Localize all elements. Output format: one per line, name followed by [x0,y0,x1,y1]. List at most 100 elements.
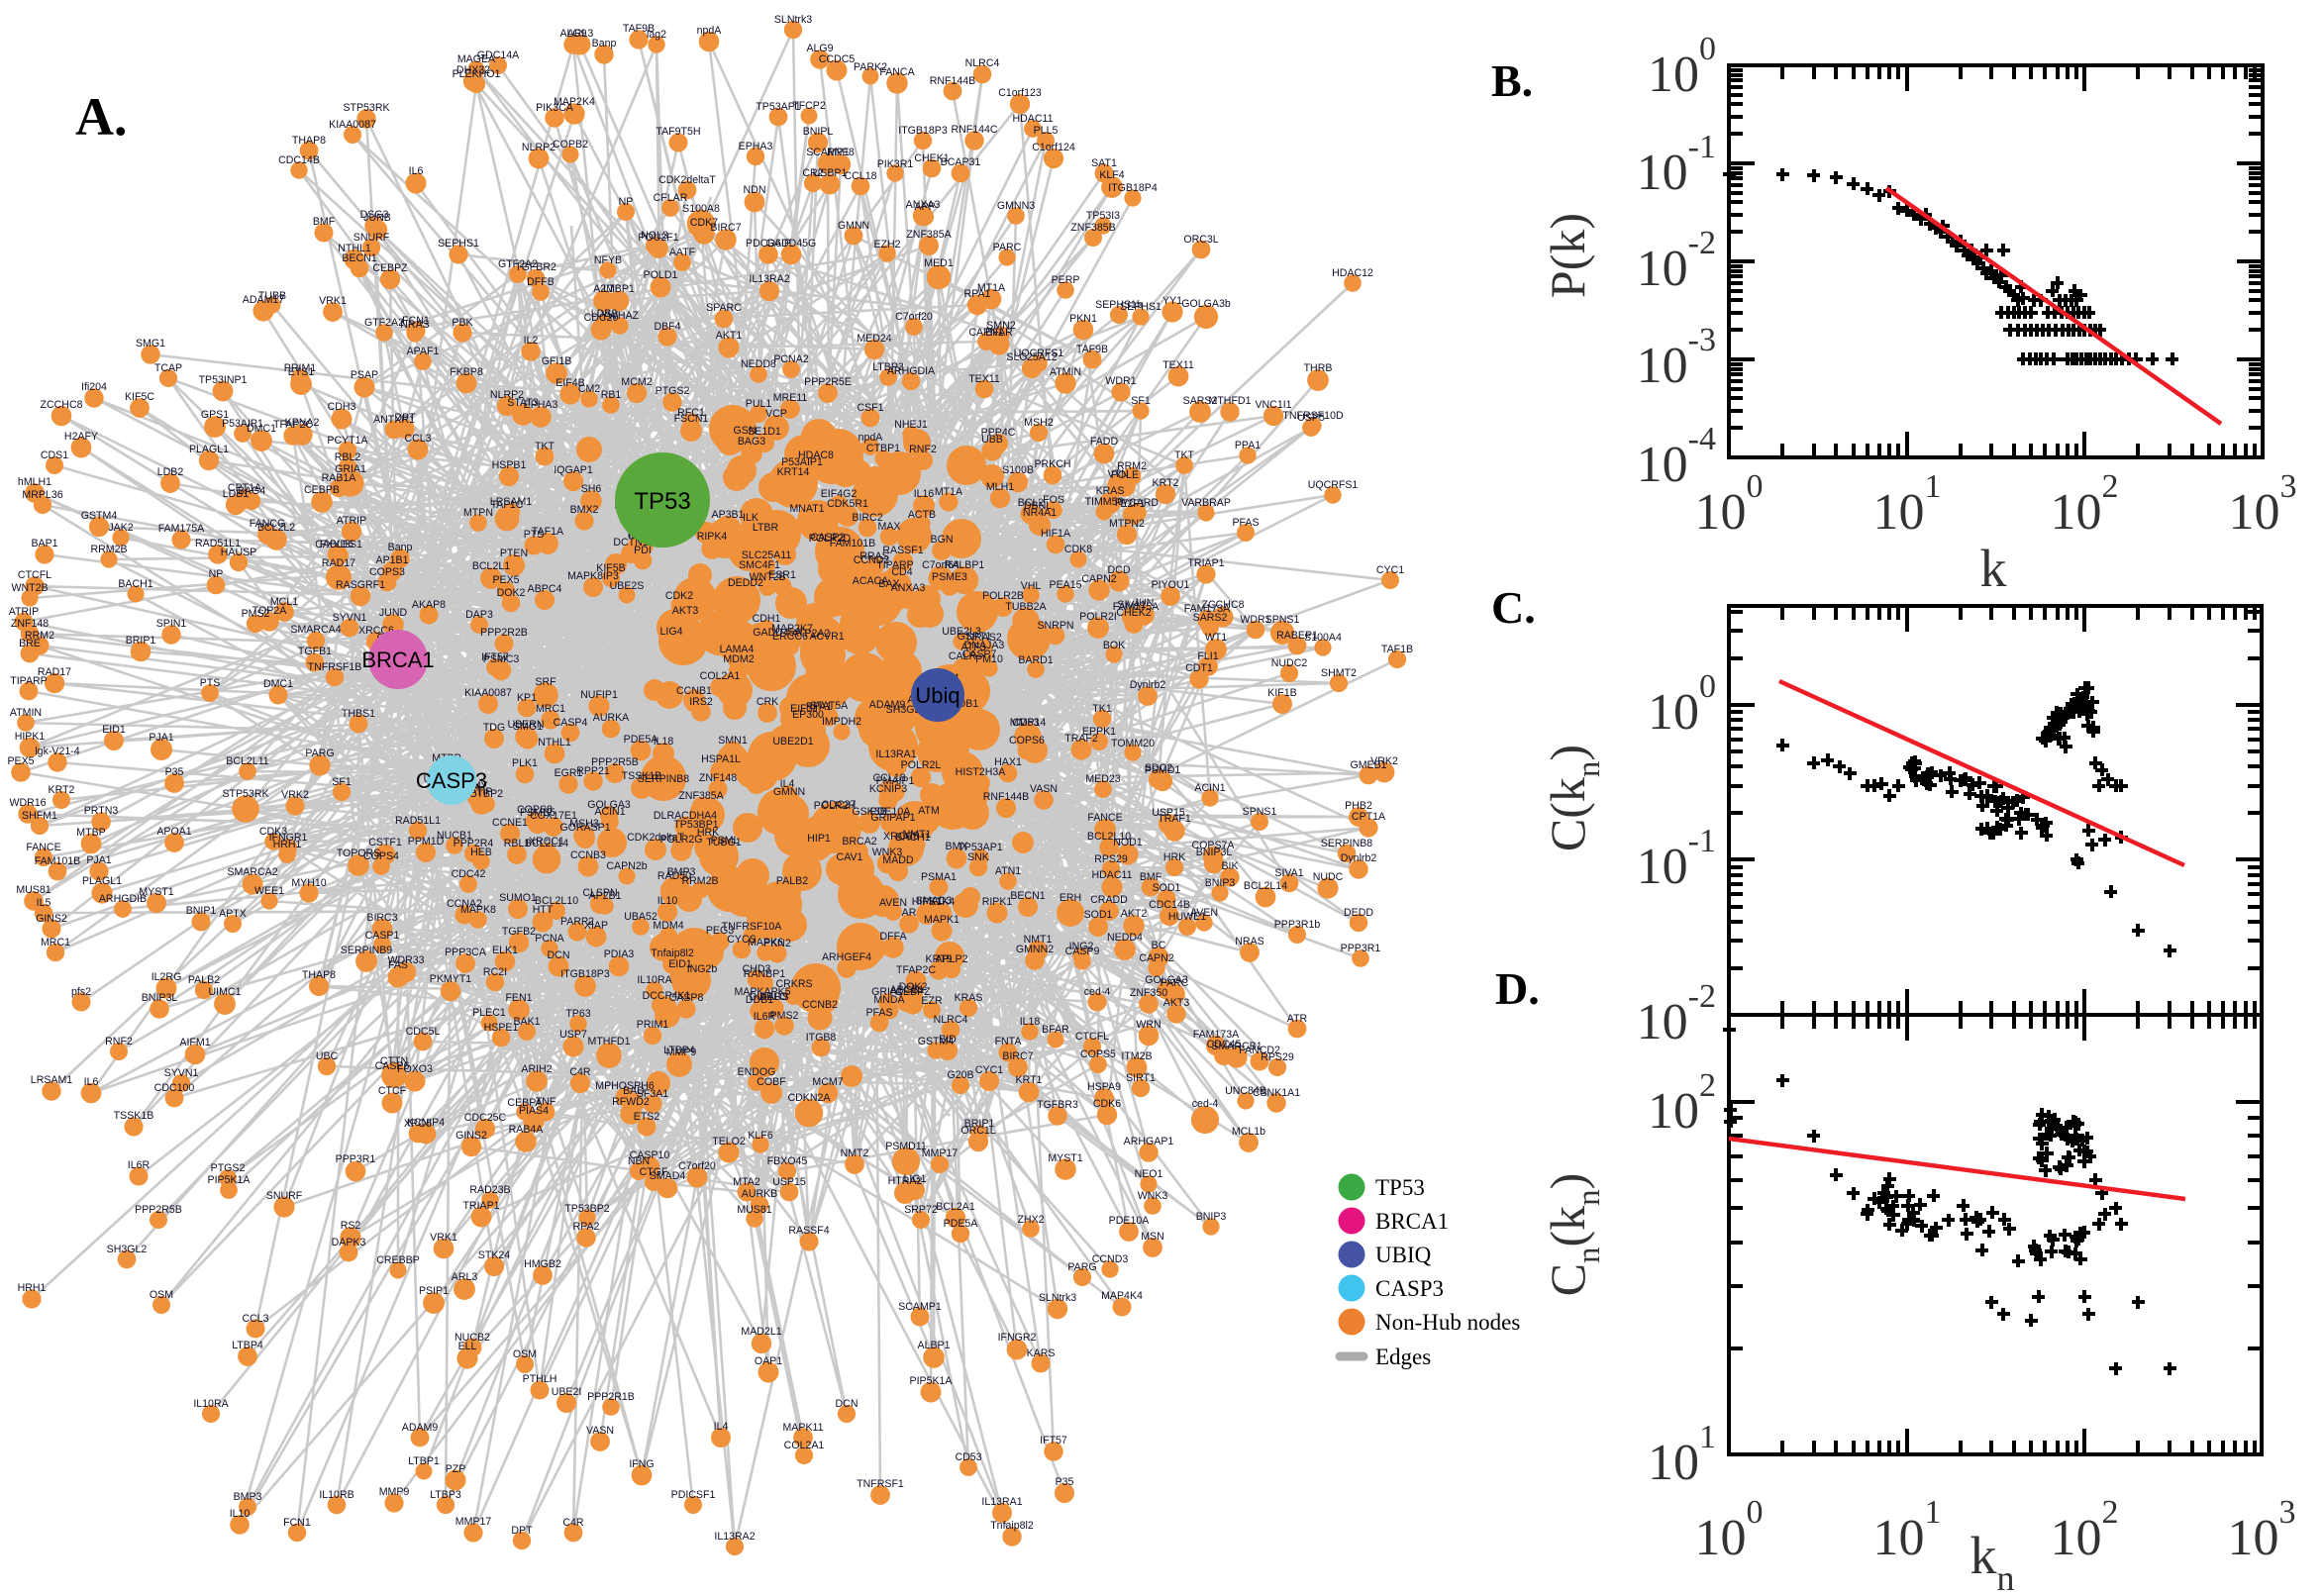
svg-text:TP53: TP53 [634,488,690,515]
svg-text:COPS5: COPS5 [1080,1048,1116,1060]
svg-text:VASN: VASN [1030,783,1058,795]
svg-text:TGFBR2: TGFBR2 [515,261,556,273]
svg-text:NTHL1: NTHL1 [338,243,371,254]
svg-text:HSPA9: HSPA9 [1087,1081,1121,1093]
svg-text:RAD23B: RAD23B [469,1184,510,1196]
svg-text:CPT1A: CPT1A [1352,811,1386,823]
svg-text:CASP7: CASP7 [962,648,997,660]
svg-text:LRSAM1: LRSAM1 [490,496,532,508]
svg-text:FLI1: FLI1 [1197,650,1218,662]
svg-text:ARHGDIA: ARHGDIA [887,365,936,377]
svg-text:BGN: BGN [931,534,954,546]
svg-text:PARP2: PARP2 [560,916,594,928]
svg-text:ATIP: ATIP [470,786,493,798]
svg-text:IL4: IL4 [780,778,795,790]
svg-text:AURKA: AURKA [593,712,630,724]
svg-text:ARL3: ARL3 [452,1271,478,1283]
svg-text:CCL3: CCL3 [404,433,431,445]
svg-text:MCM7: MCM7 [812,1076,843,1088]
svg-text:COPB2: COPB2 [553,139,588,150]
svg-text:CDH1: CDH1 [753,613,781,625]
svg-text:LTBP4: LTBP4 [232,1340,263,1351]
svg-text:CASP3: CASP3 [416,768,487,793]
svg-text:MT1A: MT1A [977,282,1006,294]
svg-text:VRK1: VRK1 [319,295,347,307]
svg-text:SIVA1: SIVA1 [1117,599,1146,611]
svg-text:BIRC2: BIRC2 [852,512,882,524]
svg-text:SNURF: SNURF [266,1190,303,1202]
svg-text:EIF4G2: EIF4G2 [821,488,858,500]
svg-text:AKT2: AKT2 [1121,908,1148,920]
svg-text:PFAS: PFAS [1232,517,1259,529]
svg-text:TP53INP1: TP53INP1 [199,374,248,386]
svg-text:COPS3: COPS3 [369,566,405,578]
svg-text:ABPC4: ABPC4 [528,583,562,595]
svg-text:HSPA1L: HSPA1L [701,753,741,765]
svg-text:PPP3CA: PPP3CA [445,947,487,958]
svg-text:MTHFD1: MTHFD1 [588,1036,631,1047]
svg-text:TAF9T5H: TAF9T5H [656,126,700,138]
svg-text:LTBP3: LTBP3 [430,1489,461,1501]
svg-text:SMARCB1: SMARCB1 [1211,1041,1262,1052]
svg-text:WDR1: WDR1 [1105,375,1136,387]
svg-text:HRH1: HRH1 [18,1282,47,1294]
svg-text:CDK5R1: CDK5R1 [827,498,868,510]
svg-text:NUCB2: NUCB2 [454,1332,490,1344]
svg-text:COL2A1: COL2A1 [784,1440,825,1451]
svg-text:BRCA2: BRCA2 [842,836,876,848]
svg-text:COPS8: COPS8 [517,804,553,816]
svg-text:SRF: SRF [535,676,556,688]
svg-text:ARL3: ARL3 [567,28,594,40]
svg-text:TP53BP1: TP53BP1 [673,819,718,831]
svg-text:PM10: PM10 [975,653,1003,665]
svg-text:ADAM9: ADAM9 [869,699,906,711]
svg-text:GMNN: GMNN [838,220,869,232]
svg-text:BMX2: BMX2 [570,504,599,516]
svg-text:ARHGAP1: ARHGAP1 [1124,1136,1174,1147]
svg-text:IL10RB: IL10RB [319,1489,354,1501]
svg-text:FANCA: FANCA [879,66,915,78]
svg-text:RAB4A: RAB4A [509,1124,545,1136]
svg-text:ced-4: ced-4 [1084,986,1111,998]
svg-text:GSPT1: GSPT1 [958,631,992,643]
svg-text:SERPINB9: SERPINB9 [341,945,393,956]
svg-text:RALBP1: RALBP1 [945,559,985,571]
svg-text:USBP1: USBP1 [813,167,848,179]
svg-text:BMP3: BMP3 [234,1491,262,1503]
svg-text:MTPN2: MTPN2 [1109,518,1145,530]
svg-text:ZNF148: ZNF148 [11,618,49,630]
svg-text:JUND: JUND [379,607,408,619]
svg-text:CCNE1: CCNE1 [492,817,528,829]
svg-text:HTT: HTT [533,904,554,916]
svg-text:CDK3: CDK3 [259,826,287,838]
svg-text:KCNIP3: KCNIP3 [869,783,907,795]
svg-text:P53AIP1: P53AIP1 [222,418,263,430]
svg-text:MMP14: MMP14 [1010,717,1047,729]
svg-text:PTS: PTS [524,529,545,541]
svg-text:PCNA2: PCNA2 [773,353,808,365]
svg-text:RPS29: RPS29 [1094,853,1128,865]
svg-text:TP53I3: TP53I3 [1086,210,1120,222]
svg-text:BACH1: BACH1 [118,578,152,590]
svg-text:ELK1: ELK1 [492,945,518,956]
svg-text:MPHOSPH6: MPHOSPH6 [595,1080,655,1092]
svg-text:CDC5L: CDC5L [406,1026,441,1038]
svg-text:ARHGEF4: ARHGEF4 [822,951,871,963]
svg-text:SLNtrk3: SLNtrk3 [1039,1292,1076,1304]
svg-text:PALB2: PALB2 [188,974,220,986]
svg-text:NP: NP [619,196,634,208]
svg-text:SMARCA2: SMARCA2 [227,866,277,878]
svg-text:DDB1: DDB1 [746,994,773,1006]
svg-text:SERPINB8: SERPINB8 [1321,838,1373,849]
svg-text:TCAP: TCAP [154,362,182,374]
svg-text:PDIA3: PDIA3 [604,948,635,960]
svg-text:SEPHS1: SEPHS1 [1120,301,1162,313]
svg-text:NDN: NDN [744,184,766,196]
svg-text:WDR16: WDR16 [9,797,46,809]
svg-text:EIF4B: EIF4B [556,377,584,389]
svg-text:RNF144C: RNF144C [951,124,997,136]
svg-text:CM2: CM2 [578,383,600,395]
svg-text:UBC: UBC [316,1050,339,1062]
svg-text:SMAD4: SMAD4 [650,1170,686,1182]
svg-text:FANCD2: FANCD2 [1239,1045,1280,1056]
